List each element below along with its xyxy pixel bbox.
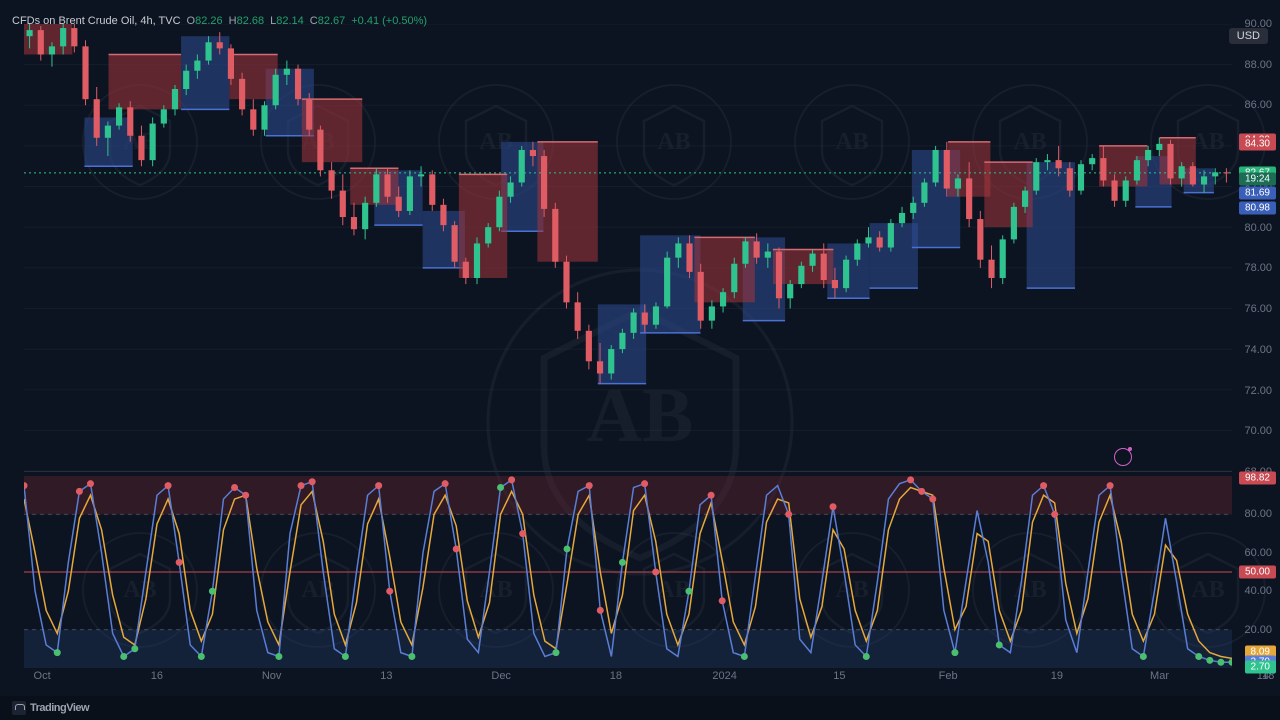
ohlc-change: +0.41 (+0.50%)	[351, 15, 427, 27]
indicator-axis[interactable]: 20.0040.0060.0080.0098.8250.008.092.702.…	[1232, 476, 1280, 668]
indicator-tick: 40.00	[1244, 585, 1272, 597]
price-marker: 81.69	[1239, 187, 1276, 200]
price-tick: 80.00	[1244, 222, 1272, 234]
time-tick: 19	[1051, 670, 1063, 682]
time-tick: 16	[151, 670, 163, 682]
replay-icon[interactable]	[1114, 448, 1132, 466]
symbol-info[interactable]: CFDs on Brent Crude Oil, 4h, TVC O82.26 …	[12, 15, 427, 27]
time-tick: 2024	[712, 670, 736, 682]
price-tick: 76.00	[1244, 303, 1272, 315]
time-tick: Mar	[1150, 670, 1169, 682]
indicator-marker: 50.00	[1239, 566, 1276, 579]
ohlc-low: 82.14	[276, 15, 304, 27]
time-tick: 13	[380, 670, 392, 682]
price-chart[interactable]	[24, 24, 1232, 472]
price-marker: 84.30	[1239, 138, 1276, 151]
indicator-pane[interactable]	[24, 476, 1232, 668]
top-bar: CFDs on Brent Crude Oil, 4h, TVC O82.26 …	[0, 0, 1280, 42]
price-tick: 88.00	[1244, 59, 1272, 71]
indicator-tick: 20.00	[1244, 624, 1272, 636]
time-tick: Dec	[491, 670, 511, 682]
price-tick: 74.00	[1244, 344, 1272, 356]
indicator-tick: 60.00	[1244, 547, 1272, 559]
time-tick: Nov	[262, 670, 282, 682]
ohlc-high: 82.68	[237, 15, 265, 27]
footer: TradingView	[0, 696, 1280, 720]
price-axis[interactable]: 68.0070.0072.0074.0076.0078.0080.0082.00…	[1232, 24, 1280, 472]
price-tick: 70.00	[1244, 425, 1272, 437]
time-tick: 18	[610, 670, 622, 682]
price-tick: 78.00	[1244, 262, 1272, 274]
symbol-name: CFDs on Brent Crude Oil, 4h, TVC	[12, 15, 181, 27]
time-tick: Feb	[939, 670, 958, 682]
price-tick: 72.00	[1244, 385, 1272, 397]
time-tick: Oct	[34, 670, 51, 682]
tradingview-logo[interactable]: TradingView	[12, 701, 89, 715]
price-marker: 19:24	[1239, 173, 1276, 186]
ohlc-close: 82.67	[318, 15, 346, 27]
indicator-marker: 98.82	[1239, 472, 1276, 485]
price-tick: 86.00	[1244, 99, 1272, 111]
time-tick: 15	[833, 670, 845, 682]
price-marker: 80.98	[1239, 201, 1276, 214]
time-axis[interactable]: Oct16Nov13Dec18202415Feb19Mar18	[24, 670, 1232, 694]
indicator-marker: 2.70	[1245, 661, 1276, 674]
indicator-tick: 80.00	[1244, 508, 1272, 520]
tradingview-logo-icon	[12, 701, 26, 715]
ohlc-open: 82.26	[195, 15, 223, 27]
